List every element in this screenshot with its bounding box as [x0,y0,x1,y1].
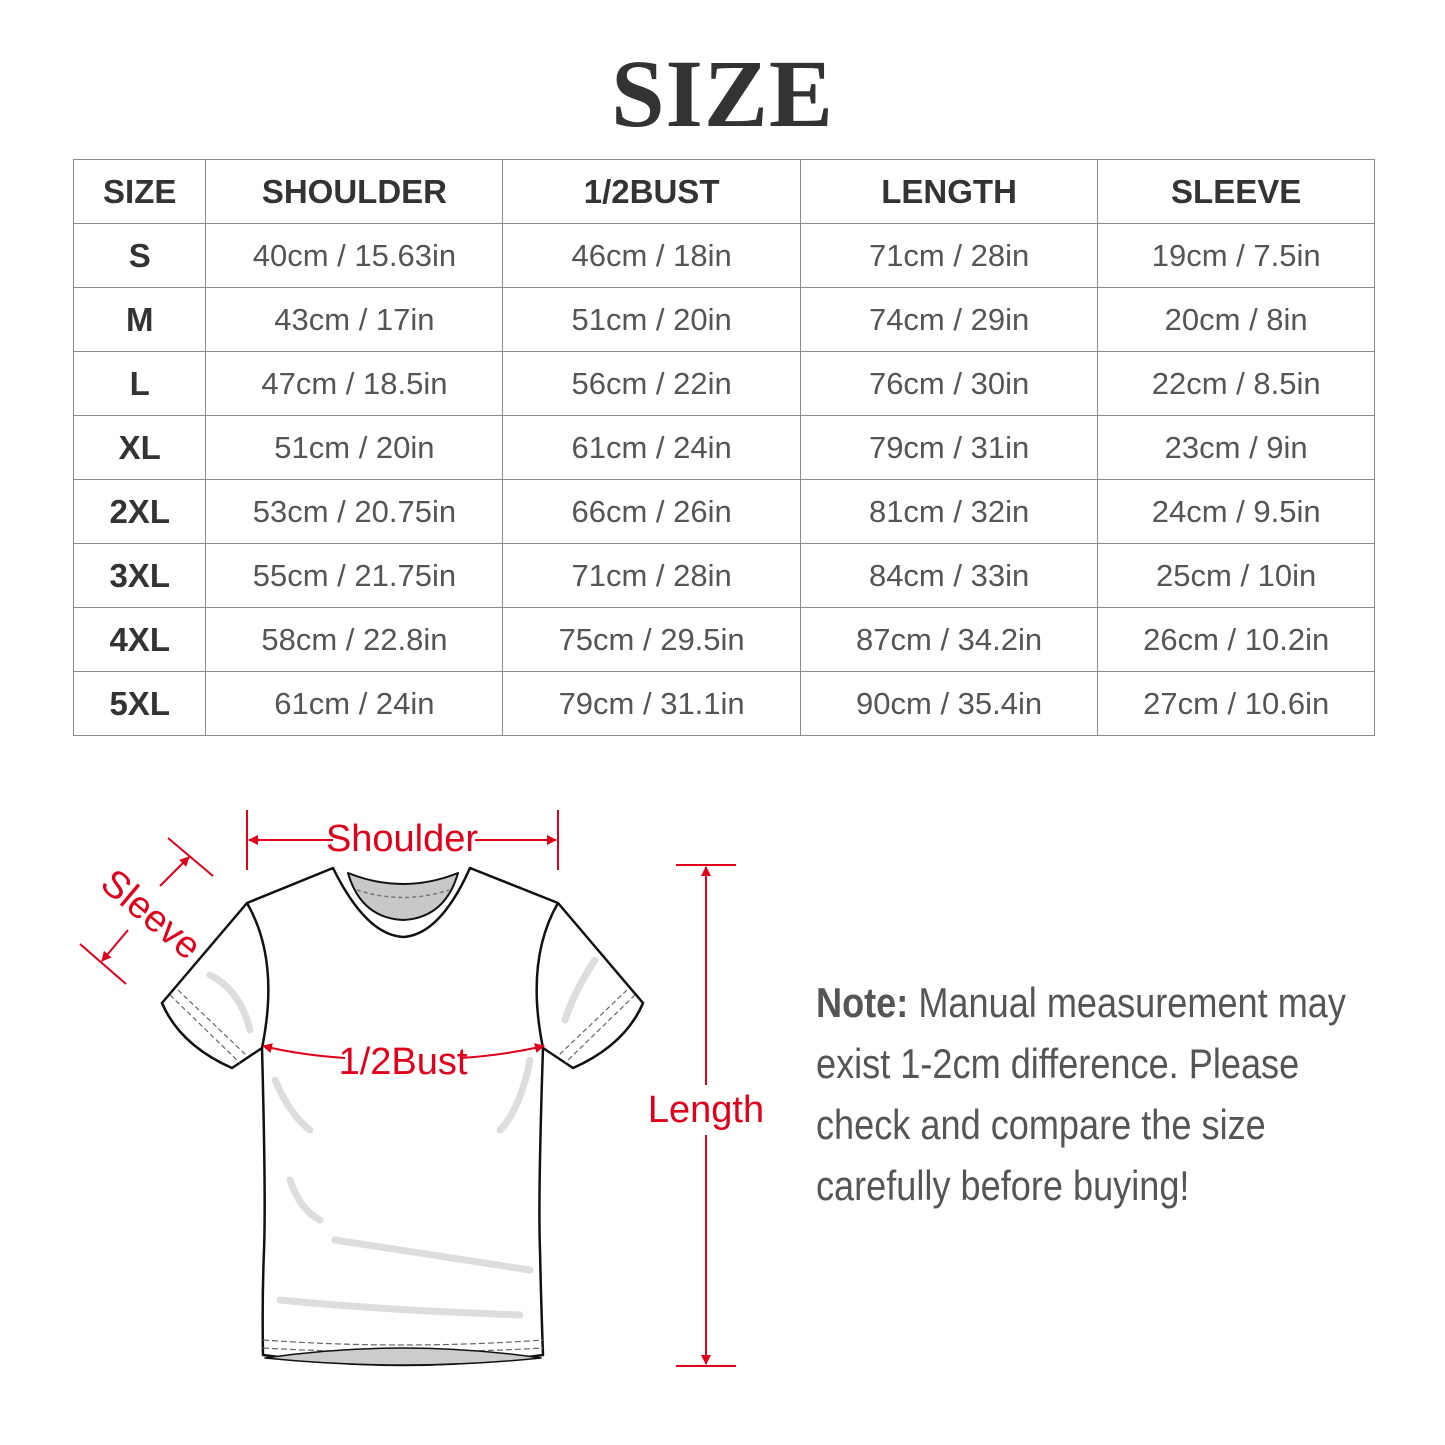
sleeve-tick-bottom [79,943,127,985]
table-row: M 43cm / 17in 51cm / 20in 74cm / 29in 20cm /… [72,287,1375,352]
length-label: Length [648,1089,764,1131]
table-row: S 40cm / 15.63in 46cm / 18in 71cm / 28in 19c… [72,223,1375,288]
column-header: SLEEVE [1097,159,1375,224]
measurement-cell: 19cm / 7.5in [1097,223,1375,288]
bust-label: 1/2Bust [339,1041,468,1083]
size-table: SIZE SHOULDER 1/2BUST LENGTH SLEEVE S 40cm / … [72,159,1375,736]
measurement-cell: 74cm / 29in [799,287,1099,352]
measurement-cell: 51cm / 20in [205,415,504,480]
note-line: exist 1-2cm difference. Please [816,1040,1300,1087]
measurement-cell: 61cm / 24in [502,415,801,480]
measurement-cell: 75cm / 29.5in [502,607,801,672]
column-header: LENGTH [799,159,1099,224]
measurement-cell: 47cm / 18.5in [205,351,504,416]
sleeve-arrow-up [159,856,190,887]
page-title: SIZE [611,40,834,147]
table-row: XL 51cm / 20in 61cm / 24in 79cm / 31in 23cm … [72,415,1375,480]
measurement-cell: 20cm / 8in [1097,287,1375,352]
size-cell: 2XL [72,479,207,544]
sleeve-arrow-down [101,929,129,962]
table-header-row: SIZE SHOULDER 1/2BUST LENGTH SLEEVE [72,159,1375,224]
bust-arrow-left [262,1043,346,1059]
table-row: 5XL 61cm / 24in 79cm / 31.1in 90cm / 35.4in… [72,671,1375,736]
measurement-cell: 27cm / 10.6in [1097,671,1375,736]
measurement-cell: 40cm / 15.63in [205,223,504,288]
table-row: L 47cm / 18.5in 56cm / 22in 76cm / 30in 22cm… [72,351,1375,416]
measurement-cell: 71cm / 28in [502,543,801,608]
note-line: carefully before buying! [816,1162,1190,1209]
measurement-cell: 81cm / 32in [799,479,1099,544]
measurement-cell: 43cm / 17in [205,287,504,352]
measurement-cell: 55cm / 21.75in [205,543,504,608]
note-text: Note: Manual measurement may exist 1-2cm… [816,972,1366,1216]
measurement-cell: 23cm / 9in [1097,415,1375,480]
note-line: Note: Manual measurement may [816,972,1366,1033]
column-header: 1/2BUST [502,159,801,224]
measurement-cell: 51cm / 20in [502,287,801,352]
wrinkle-shading [206,956,599,1319]
tshirt-icon [160,866,645,1367]
size-cell: L [72,351,207,416]
measurement-cell: 84cm / 33in [799,543,1099,608]
column-header: SIZE [72,159,207,224]
measurement-cell: 66cm / 26in [502,479,801,544]
table-row: 3XL 55cm / 21.75in 71cm / 28in 84cm / 33in 2… [72,543,1375,608]
measurement-cell: 90cm / 35.4in [799,671,1099,736]
size-cell: S [72,223,207,288]
measurement-cell: 53cm / 20.75in [205,479,504,544]
shoulder-label: Shoulder [326,818,478,860]
measurement-cell: 58cm / 22.8in [205,607,504,672]
measurement-cell: 79cm / 31.1in [502,671,801,736]
measurement-cell: 61cm / 24in [205,671,504,736]
size-cell: M [72,287,207,352]
size-cell: 3XL [72,543,207,608]
sleeve-tick-top [167,837,214,877]
measurement-cell: 46cm / 18in [502,223,801,288]
measurement-cell: 22cm / 8.5in [1097,351,1375,416]
bust-arrow-right [460,1043,545,1059]
size-cell: 4XL [72,607,207,672]
measurement-cell: 26cm / 10.2in [1097,607,1375,672]
note-label: Note: [816,979,909,1026]
measurement-cell: 79cm / 31in [799,415,1099,480]
note-line-text: Manual measurement may [918,979,1346,1026]
measurement-cell: 56cm / 22in [502,351,801,416]
measurement-cell: 76cm / 30in [799,351,1099,416]
note-line: check and compare the size [816,1101,1266,1148]
size-cell: 5XL [72,671,207,736]
measure-lines [79,810,736,1367]
measurement-cell: 24cm / 9.5in [1097,479,1375,544]
measurement-cell: 25cm / 10in [1097,543,1375,608]
table-row: 2XL 53cm / 20.75in 66cm / 26in 81cm / 32in 2… [72,479,1375,544]
